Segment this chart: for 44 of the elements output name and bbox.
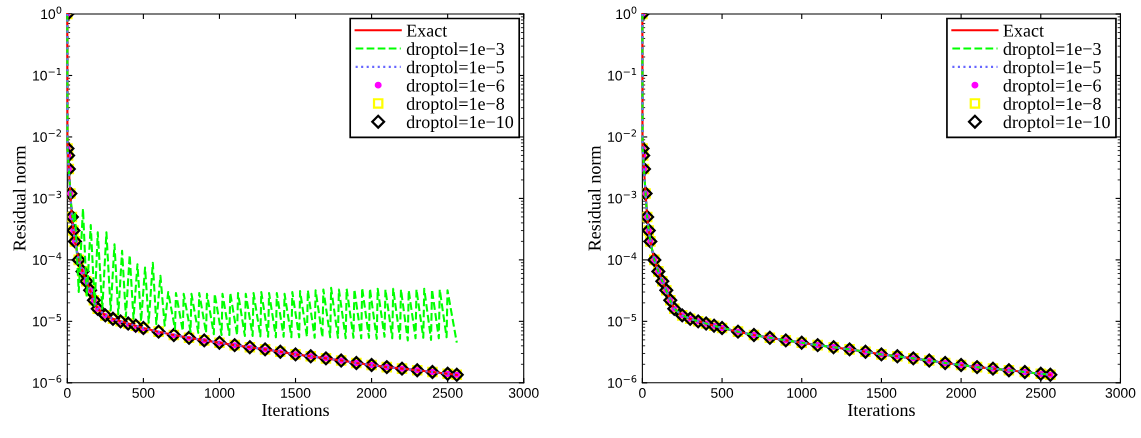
y-tick-label: 10$^{−3}$ <box>608 190 637 204</box>
legend-label: droptol=1e−8 <box>406 97 505 114</box>
y-tick-label: 10$^{−2}$ <box>608 129 637 143</box>
legend-label: droptol=1e−10 <box>1003 115 1110 132</box>
x-tick-label: 1500 <box>281 388 311 398</box>
x-axis-title: Iterations <box>262 403 329 417</box>
x-tick-label: 1500 <box>867 388 897 398</box>
y-tick-label: 10$^{−1}$ <box>33 68 62 81</box>
x-tick-label: 500 <box>711 388 734 398</box>
x-tick-label: 1000 <box>205 388 235 398</box>
legend-label: droptol=1e−6 <box>1003 78 1101 96</box>
x-tick-label: 2000 <box>946 388 977 398</box>
y-tick-label: 10$^{−1}$ <box>608 68 637 81</box>
legend-label: Exact <box>1003 24 1044 37</box>
y-tick-label: 10$^{0}$ <box>616 6 637 20</box>
x-tick-label: 3000 <box>1105 388 1136 398</box>
legend-label: Exact <box>406 24 448 37</box>
x-tick-label: 2500 <box>1026 388 1056 398</box>
legend-label: droptol=1e−3 <box>406 42 505 59</box>
y-tick-label: 10$^{0}$ <box>41 6 62 20</box>
y-axis-title: Residual norm <box>12 145 26 251</box>
legend-label: droptol=1e−8 <box>1003 97 1101 114</box>
y-tick-label: 10$^{−5}$ <box>33 313 62 327</box>
legend-label: droptol=1e−3 <box>1003 42 1101 59</box>
y-tick-label: 10$^{−3}$ <box>33 190 62 204</box>
x-tick-label: 1000 <box>787 388 817 398</box>
legend-label: droptol=1e−10 <box>406 115 514 132</box>
legend-label: droptol=1e−5 <box>1003 60 1101 78</box>
y-tick-label: 10$^{−2}$ <box>33 129 61 143</box>
y-tick-label: 10$^{−6}$ <box>33 375 62 388</box>
x-tick-label: 500 <box>132 388 155 398</box>
y-axis-title: Residual norm <box>587 145 601 251</box>
x-tick-label: 2500 <box>432 388 463 398</box>
x-tick-label: 2000 <box>356 388 387 398</box>
y-tick-label: 10$^{−5}$ <box>608 313 637 327</box>
x-axis-title: Iterations <box>847 403 915 417</box>
y-tick-label: 10$^{−4}$ <box>33 252 62 265</box>
x-tick-label: 0 <box>639 388 646 398</box>
x-tick-label: 3000 <box>508 388 539 398</box>
y-tick-label: 10$^{−6}$ <box>608 375 637 388</box>
y-tick-label: 10$^{−4}$ <box>608 252 637 265</box>
legend-label: droptol=1e−6 <box>406 78 505 96</box>
legend-label: droptol=1e−5 <box>406 60 505 78</box>
x-tick-label: 0 <box>64 388 71 398</box>
